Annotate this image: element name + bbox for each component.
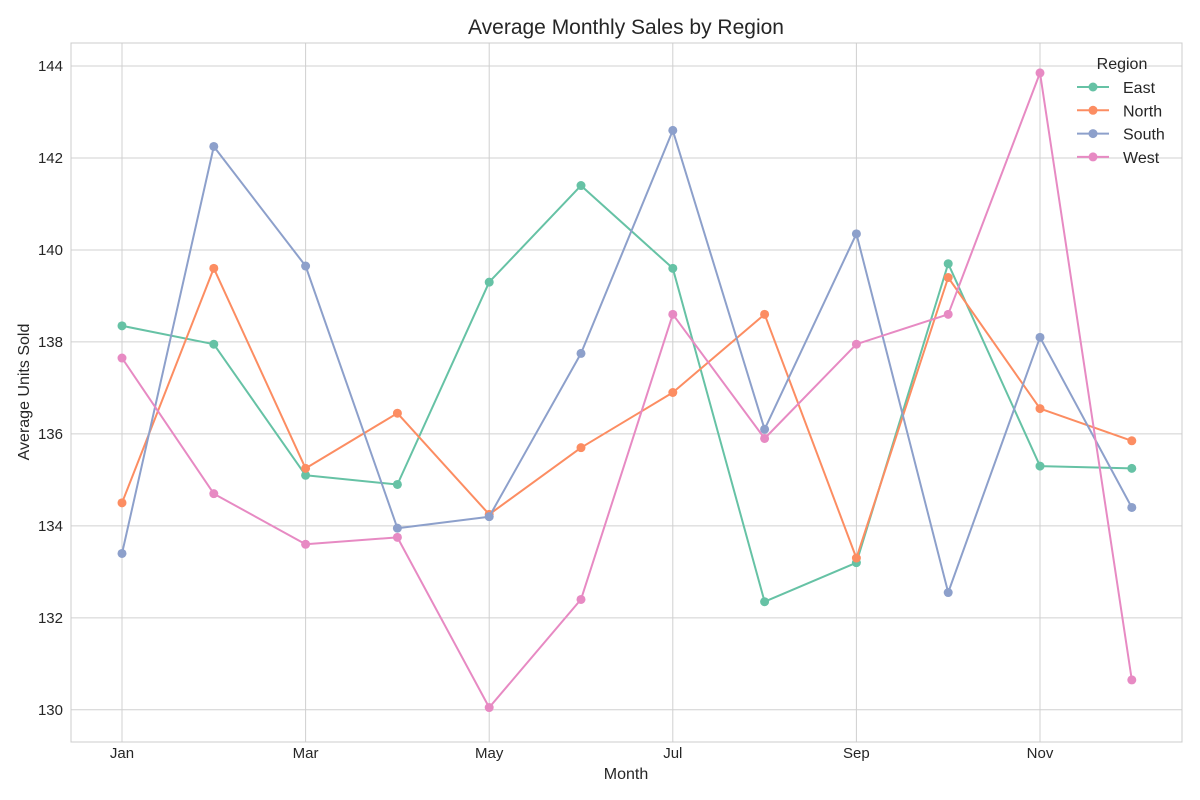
data-point-north — [760, 309, 770, 319]
data-point-north — [117, 498, 127, 508]
series-line-north — [121, 267, 1133, 560]
y-tick-label: 132 — [38, 610, 63, 627]
legend-title: Region — [1097, 56, 1148, 73]
legend-label: West — [1123, 150, 1160, 167]
data-point-west — [760, 433, 770, 443]
data-point-east — [392, 479, 402, 489]
data-point-west — [1035, 68, 1045, 78]
series-line-west — [121, 71, 1133, 709]
data-point-south — [1035, 332, 1045, 342]
data-point-east — [209, 339, 219, 349]
data-point-north — [943, 273, 953, 283]
data-point-south — [392, 523, 402, 533]
legend-entry-west: West — [1077, 150, 1160, 167]
legend-label: South — [1123, 127, 1165, 144]
data-point-south — [209, 141, 219, 151]
y-axis-label: Average Units Sold — [16, 324, 33, 461]
legend-label: North — [1123, 103, 1162, 120]
data-point-west — [668, 309, 678, 319]
data-point-north — [209, 263, 219, 273]
y-tick-label: 134 — [38, 518, 63, 535]
data-point-south — [484, 512, 494, 522]
x-tick-label: Sep — [843, 745, 870, 762]
y-tick-label: 144 — [38, 58, 63, 75]
series-line-south — [121, 129, 1133, 594]
data-point-south — [576, 348, 586, 358]
legend-label: East — [1123, 80, 1156, 97]
data-point-south — [301, 261, 311, 271]
legend-entry-south: South — [1077, 127, 1165, 144]
x-tick-label: Jul — [663, 745, 682, 762]
data-point-north — [1035, 404, 1045, 414]
legend-swatch-marker — [1088, 129, 1098, 139]
y-tick-label: 140 — [38, 242, 63, 259]
y-tick-label: 142 — [38, 150, 63, 167]
data-point-east — [576, 181, 586, 191]
data-point-north — [851, 553, 861, 563]
data-point-west — [301, 539, 311, 549]
x-tick-label: Nov — [1027, 745, 1054, 762]
data-point-south — [851, 229, 861, 239]
data-point-east — [1127, 463, 1137, 473]
x-axis-ticks: Jan Mar May Jul Sep Nov — [110, 745, 1054, 762]
data-point-east — [760, 597, 770, 607]
legend: Region East North South West — [1077, 56, 1165, 167]
x-tick-label: Jan — [110, 745, 134, 762]
data-point-north — [301, 463, 311, 473]
chart-title: Average Monthly Sales by Region — [468, 16, 784, 39]
data-point-north — [576, 443, 586, 453]
legend-entry-north: North — [1077, 103, 1162, 120]
series-layer — [117, 68, 1137, 713]
data-point-west — [851, 339, 861, 349]
series-west — [117, 68, 1137, 713]
gridlines — [71, 43, 1182, 742]
data-point-south — [668, 125, 678, 135]
data-point-south — [943, 588, 953, 598]
series-north — [117, 263, 1137, 563]
series-line-east — [121, 184, 1132, 603]
x-tick-label: Mar — [293, 745, 319, 762]
legend-entry-east: East — [1077, 80, 1156, 97]
x-axis-label: Month — [604, 766, 648, 783]
y-tick-label: 130 — [38, 702, 63, 719]
data-point-east — [668, 263, 678, 273]
data-point-east — [117, 321, 127, 331]
data-point-east — [943, 259, 953, 269]
series-south — [117, 125, 1137, 598]
data-point-south — [1127, 502, 1137, 512]
data-point-west — [1127, 675, 1137, 685]
x-tick-label: May — [475, 745, 504, 762]
y-axis-ticks: 130 132 134 136 138 140 142 144 — [38, 58, 63, 719]
data-point-west — [484, 703, 494, 713]
data-point-east — [484, 277, 494, 287]
data-point-south — [760, 424, 770, 434]
data-point-east — [1035, 461, 1045, 471]
y-tick-label: 136 — [38, 426, 63, 443]
data-point-south — [117, 548, 127, 558]
data-point-west — [392, 532, 402, 542]
data-point-east — [301, 470, 311, 480]
legend-swatch-marker — [1088, 152, 1098, 162]
data-point-west — [209, 489, 219, 499]
data-point-west — [943, 309, 953, 319]
data-point-north — [668, 388, 678, 397]
data-point-west — [117, 353, 127, 363]
plot-area-frame — [70, 42, 1183, 743]
data-point-north — [1127, 436, 1137, 446]
legend-swatch-marker — [1088, 105, 1098, 115]
legend-swatch-marker — [1088, 82, 1098, 92]
data-point-north — [392, 408, 402, 418]
y-tick-label: 138 — [38, 334, 63, 351]
data-point-west — [576, 594, 586, 604]
